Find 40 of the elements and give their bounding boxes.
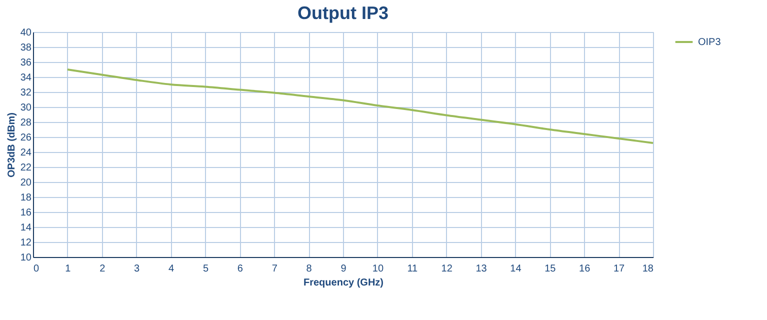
x-tick-label: 8 <box>306 264 312 274</box>
y-tick-label: 36 <box>20 58 32 68</box>
y-tick-label: 28 <box>20 118 32 128</box>
y-tick-label: 16 <box>20 208 32 218</box>
x-tick-label: 12 <box>441 264 453 274</box>
y-tick-label: 10 <box>20 252 32 264</box>
x-tick-label: 0 <box>34 264 40 274</box>
y-tick-label: 34 <box>20 72 32 84</box>
y-tick-label: 32 <box>20 88 32 98</box>
y-tick-label: 40 <box>20 28 32 38</box>
x-tick-label: 11 <box>407 264 418 274</box>
y-tick-label: 30 <box>20 102 32 114</box>
y-tick-label: 38 <box>20 42 32 54</box>
x-tick-label: 13 <box>476 264 488 274</box>
x-tick-label: 4 <box>168 264 174 274</box>
x-tick-label: 15 <box>544 264 556 274</box>
x-tick-label: 17 <box>613 264 626 274</box>
x-tick-label: 9 <box>340 264 347 274</box>
y-tick-label: 14 <box>20 222 32 234</box>
legend-label: OIP3 <box>698 37 722 48</box>
x-tick-label: 6 <box>237 264 244 274</box>
x-tick-label: 14 <box>510 264 522 274</box>
chart-title: Output IP3 <box>298 3 388 23</box>
y-tick-label: 12 <box>20 238 32 248</box>
y-tick-label: 24 <box>20 148 32 158</box>
y-tick-label: 20 <box>20 178 32 188</box>
x-tick-label: 3 <box>134 264 140 274</box>
x-tick-label: 5 <box>202 264 209 274</box>
line-series <box>66 68 654 144</box>
x-tick-label: 16 <box>579 264 591 274</box>
x-axis-title: Frequency (GHz) <box>303 278 384 288</box>
x-tick-label: 1 <box>65 264 72 274</box>
y-axis-title: OP3dB (dBm) <box>6 112 18 178</box>
x-tick-label: 7 <box>272 264 278 274</box>
y-tick-label: 18 <box>20 192 32 204</box>
y-tick-label: 22 <box>20 162 32 174</box>
x-tick-label: 10 <box>372 264 384 274</box>
y-tick-label: 26 <box>20 132 32 144</box>
x-tick-label: 2 <box>100 264 106 274</box>
x-tick-label: 18 <box>642 264 654 274</box>
